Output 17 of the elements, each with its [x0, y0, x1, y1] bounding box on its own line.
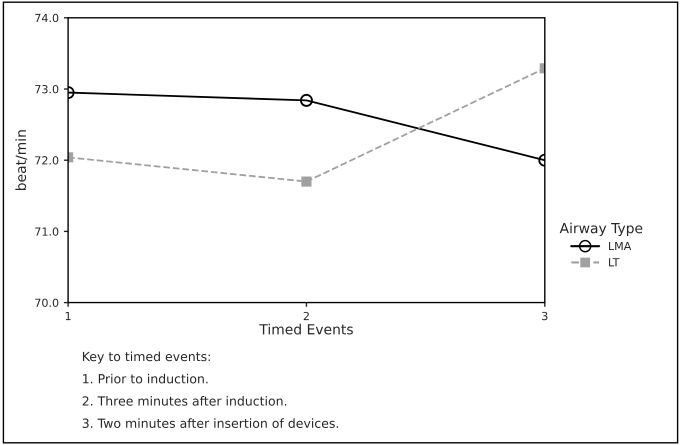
text: 1. Prior to induction.: [83, 374, 208, 384]
legend-label: LT: [609, 258, 620, 266]
x-axis-title: Timed Events: [259, 324, 353, 335]
x-tick-label: 2: [304, 312, 309, 320]
text: 3. Two minutes after insertion of devices.: [82, 418, 338, 428]
legend-title: Airway Type: [560, 222, 642, 236]
text: Key to timed events:: [82, 352, 210, 364]
legend-label: LMA: [609, 242, 632, 250]
y-tick-label: 74.0: [35, 14, 58, 22]
y-tick-label: 70.0: [35, 298, 58, 307]
y-tick-label: 72.0: [35, 156, 58, 165]
y-tick-label: 73.0: [35, 84, 58, 94]
x-tick-label: 3: [542, 312, 548, 320]
y-axis-title: beat/min: [15, 130, 28, 190]
x-tick-label: 1: [66, 312, 71, 320]
text: 2. Three minutes after induction.: [82, 396, 286, 406]
y-tick-label: 71.0: [35, 227, 58, 236]
